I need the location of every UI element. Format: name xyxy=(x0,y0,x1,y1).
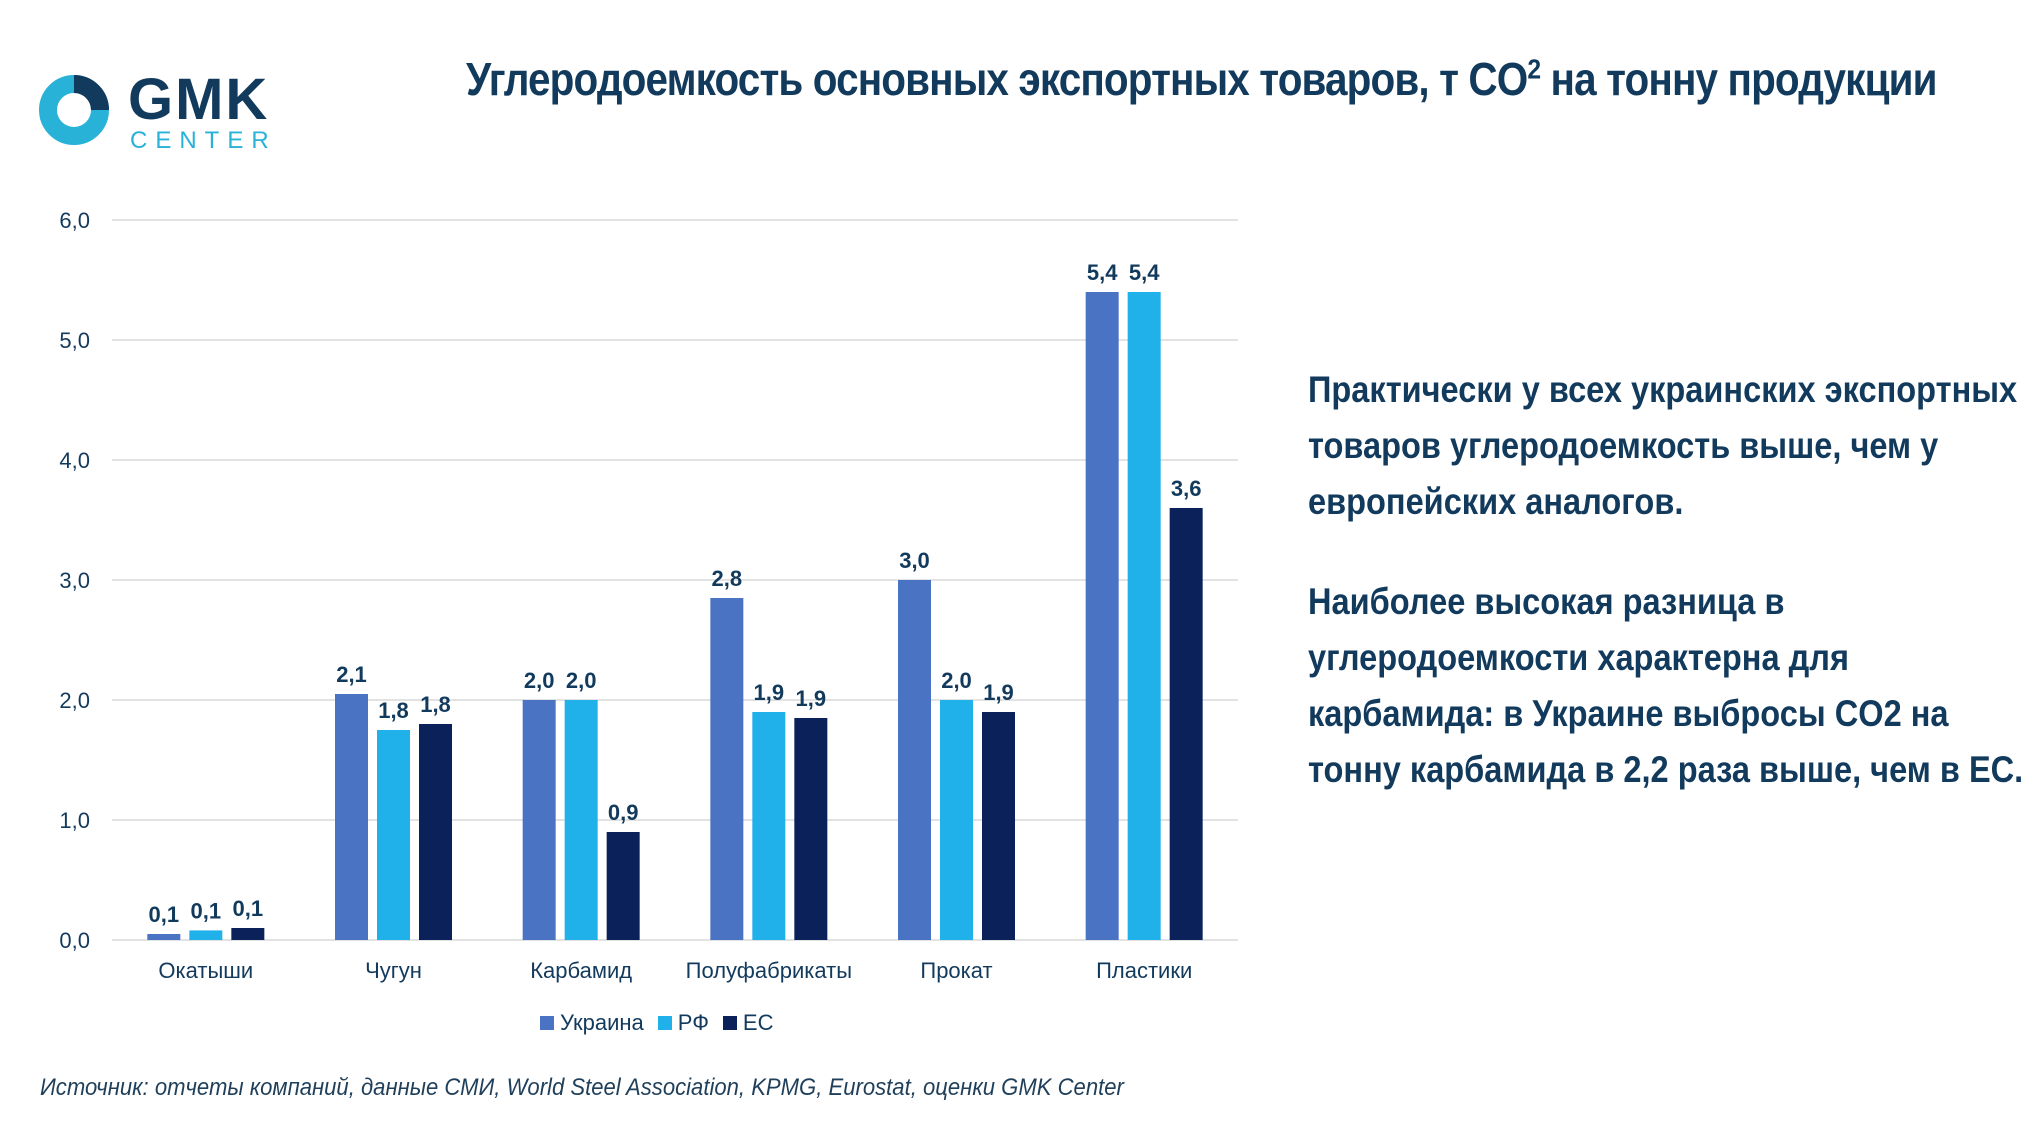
data-label: 5,4 xyxy=(1129,260,1160,285)
data-label: 0,1 xyxy=(191,898,222,923)
bar xyxy=(189,930,223,940)
data-label: 5,4 xyxy=(1087,260,1118,285)
notes-panel: Практически у всех украинских экспортных… xyxy=(1308,362,2028,842)
data-label: 1,8 xyxy=(378,698,409,723)
x-tick-label: Чугун xyxy=(365,958,422,983)
legend-item: ЕС xyxy=(722,1010,774,1036)
title-superscript: 2 xyxy=(1527,53,1541,85)
page-title: Углеродоемкость основных экспортных това… xyxy=(466,52,1937,106)
legend-swatch xyxy=(722,1016,737,1030)
legend-swatch xyxy=(540,1016,554,1030)
y-tick-label: 6,0 xyxy=(59,208,90,233)
data-label: 2,0 xyxy=(941,668,972,693)
data-label: 3,6 xyxy=(1171,476,1202,501)
bar xyxy=(1127,292,1161,940)
note-first: Практически у всех украинских экспортных… xyxy=(1308,369,2018,522)
bar xyxy=(710,598,744,940)
y-tick-label: 1,0 xyxy=(59,808,90,833)
bar xyxy=(898,580,931,940)
bar xyxy=(794,718,828,940)
y-tick-label: 5,0 xyxy=(59,328,90,353)
logo-sub: CENTER xyxy=(130,127,277,154)
legend-label: ЕС xyxy=(742,1010,774,1035)
bar xyxy=(335,694,368,940)
legend-label: Украина xyxy=(560,1010,644,1035)
legend-swatch xyxy=(657,1016,672,1030)
bar xyxy=(231,928,265,940)
bar xyxy=(1085,292,1119,940)
x-tick-label: Пластики xyxy=(1096,958,1192,983)
y-tick-label: 2,0 xyxy=(59,688,90,713)
bar xyxy=(377,730,410,940)
bar xyxy=(147,934,181,940)
data-label: 0,9 xyxy=(608,800,639,825)
x-tick-label: Прокат xyxy=(920,958,992,983)
x-tick-label: Карбамид xyxy=(530,958,632,983)
legend-item: Украина xyxy=(540,1010,644,1036)
source-note: Источник: отчеты компаний, данные СМИ, W… xyxy=(40,1074,1124,1101)
data-label: 2,1 xyxy=(336,662,367,687)
x-tick-label: Полуфабрикаты xyxy=(686,958,852,983)
data-label: 2,0 xyxy=(566,668,597,693)
data-label: 1,9 xyxy=(754,680,785,705)
data-label: 3,0 xyxy=(899,548,930,573)
gmk-center-logo: GMK CENTER xyxy=(38,68,278,158)
data-label: 0,1 xyxy=(233,896,264,921)
title-main: Углеродоемкость основных экспортных това… xyxy=(466,53,1528,105)
data-label: 1,9 xyxy=(983,680,1014,705)
chart-legend: Украина РФ ЕС xyxy=(540,1008,773,1038)
logo-word: GMK xyxy=(128,67,270,132)
y-tick-label: 3,0 xyxy=(59,568,90,593)
bar-chart: 0,0 1,0 2,0 3,0 4,0 5,0 6,0 0,1 0,1 0,1 Окатыши 2,1… xyxy=(59,208,1238,983)
legend-label: РФ xyxy=(677,1010,709,1035)
x-tick-label: Окатыши xyxy=(158,958,253,983)
bar xyxy=(606,832,640,940)
bar xyxy=(522,700,556,940)
bar xyxy=(564,700,598,940)
bar xyxy=(940,700,973,940)
bar xyxy=(419,724,452,940)
note-second: Наиболее высокая разница в углеродоемкос… xyxy=(1308,581,2024,790)
bar xyxy=(1169,508,1203,940)
y-tick-label: 4,0 xyxy=(59,448,90,473)
y-tick-label: 0,0 xyxy=(59,928,90,953)
data-label: 1,8 xyxy=(420,692,451,717)
data-label: 2,8 xyxy=(712,566,743,591)
data-label: 2,0 xyxy=(524,668,555,693)
bar xyxy=(752,712,786,940)
data-label: 0,1 xyxy=(149,902,180,927)
title-rest: на тонну продукции xyxy=(1540,53,1938,105)
logo-ring-icon xyxy=(39,75,109,145)
legend-item: РФ xyxy=(657,1010,709,1036)
data-label: 1,9 xyxy=(796,686,827,711)
bar xyxy=(982,712,1015,940)
